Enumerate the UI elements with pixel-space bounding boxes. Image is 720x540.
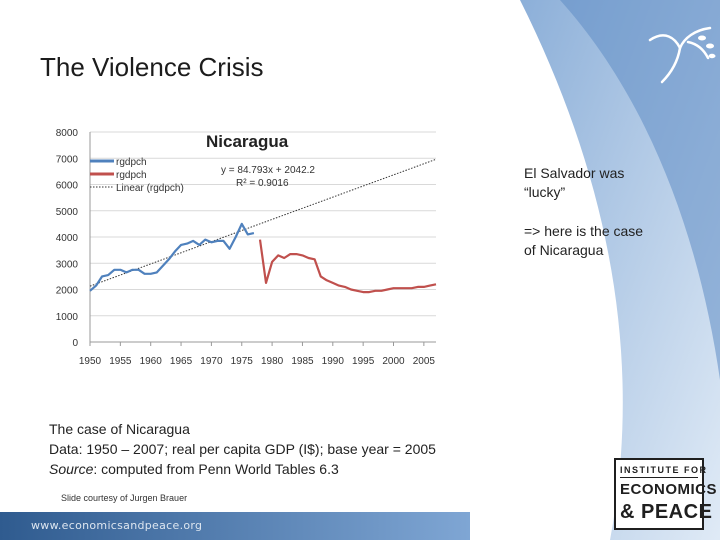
x-tick-label: 1980 [261,356,284,367]
y-tick-label: 6000 [56,181,79,192]
plot-background [38,118,442,380]
x-tick-label: 1990 [322,356,345,367]
trend-equation: y = 84.793x + 2042.2 [221,165,315,176]
x-tick-label: 1985 [291,356,314,367]
series-line-blue [89,222,255,292]
y-tick-label: 2000 [56,286,79,297]
dove-icon [648,26,716,84]
logo-line-economics: ECONOMICS [620,481,718,498]
chart-image: 0 1000 2000 3000 4000 5000 6000 7000 8000 1950 19… [38,118,442,380]
source-word: Source [49,461,94,477]
chart-title: Nicaragua [206,132,289,151]
logo-line-institute: INSTITUTE FOR [620,465,706,478]
y-tick-label: 4000 [56,233,79,244]
x-tick-label: 1965 [170,356,193,367]
x-tick-label: 1950 [79,356,102,367]
side-note-lucky: El Salvador was “lucky” [524,165,625,200]
slide-title: The Violence Crisis [40,52,264,82]
y-tick-label: 3000 [56,259,79,270]
caption-line-2: Data: 1950 – 2007; real per capita GDP (… [49,441,436,457]
slide-courtesy: Slide courtesy of Jurgen Brauer [61,493,188,503]
side-notes: El Salvador was “lucky” => here is the c… [524,164,654,280]
x-tick-label: 2005 [413,356,436,367]
side-note-nicaragua: => here is the case of Nicaragua [524,223,644,258]
trend-r-squared: R² = 0.9016 [236,178,289,189]
legend: rgdpch rgdpch Linear (rgdpch) [90,157,184,194]
x-tick-label: 2000 [382,356,405,367]
legend-entry-2: rgdpch [116,170,147,181]
series-line-red [258,239,437,294]
x-tick-label: 1970 [200,356,223,367]
gdp-line-chart: 0 1000 2000 3000 4000 5000 6000 7000 8000 1950 19… [38,118,442,380]
y-tick-label: 1000 [56,312,79,323]
source-text: : computed from Penn World Tables 6.3 [93,461,339,477]
x-tick-label: 1955 [109,356,132,367]
legend-entry-3: Linear (rgdpch) [116,183,184,194]
caption-line-1: The case of Nicaragua [49,421,190,437]
caption-line-3: Source: computed from Penn World Tables … [49,459,436,479]
x-tick-label: 1995 [352,356,375,367]
logo-line-peace: & PEACE [620,501,713,523]
y-tick-label: 8000 [56,128,79,139]
legend-entry-1: rgdpch [116,157,147,168]
footer-url-link[interactable]: www.economicsandpeace.org [31,519,203,532]
iep-logo: INSTITUTE FOR ECONOMICS & PEACE [614,458,718,530]
y-tick-label: 7000 [56,154,79,165]
chart-caption: The case of Nicaragua Data: 1950 – 2007;… [49,419,436,479]
x-tick-label: 1960 [140,356,163,367]
y-tick-label: 0 [72,338,78,349]
y-tick-label: 5000 [56,207,79,218]
x-tick-label: 1975 [231,356,254,367]
trend-line [89,158,437,287]
